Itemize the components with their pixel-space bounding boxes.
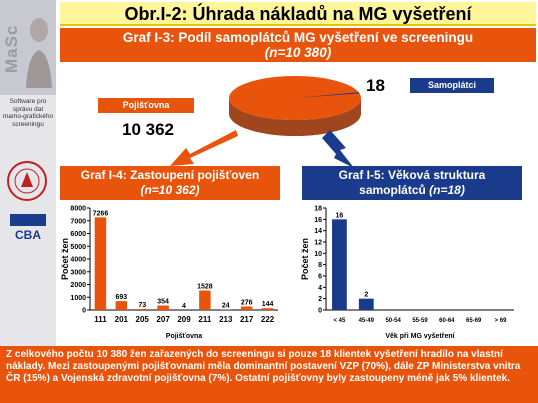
page-title: Obr.I-2: Úhrada nákladů na MG vyšetření — [60, 2, 536, 26]
data-label: 276 — [241, 299, 253, 306]
x-tick-label: 213 — [219, 315, 233, 324]
y-tick-label: 12 — [314, 240, 322, 247]
data-label: 16 — [336, 212, 344, 219]
data-label: 1528 — [197, 284, 213, 291]
y-tick-label: 1000 — [70, 295, 86, 302]
arrow-left-icon — [170, 130, 238, 166]
x-tick-label: 207 — [156, 315, 170, 324]
bar-title-line2: (n=10 362) — [140, 183, 200, 197]
y-tick-label: 0 — [82, 308, 86, 315]
logo: MaSc — [0, 0, 56, 95]
y-tick-label: 6 — [318, 274, 322, 281]
arrow-right-icon — [322, 130, 354, 168]
bar — [199, 290, 211, 310]
x-axis-label: Věk při MG vyšetření — [385, 333, 455, 340]
sidebar-caption: Software pro správu dat mamo-grafického … — [2, 98, 54, 128]
y-tick-label: 16 — [314, 217, 322, 224]
connector-arrows — [170, 130, 354, 168]
data-label: 73 — [138, 302, 146, 309]
x-axis-label: Pojišťovna — [166, 333, 203, 340]
bar — [261, 308, 274, 310]
pie-chart-title: Graf I-3: Podíl samoplátců MG vyšetření … — [60, 28, 536, 62]
pie-label-self: Samoplátci — [410, 78, 494, 93]
insurance-bar-chart-svg: 0 1000 2000 3000 4000 5000 6000 7000 8000 7266 111… — [60, 206, 278, 340]
bar — [115, 301, 128, 310]
data-label: 24 — [222, 303, 230, 310]
age-bar-chart: 0 2 4 6 8 10 12 14 16 18 16 < 45 2 45-49 50-54 55-59 60-… — [300, 200, 526, 340]
bar — [358, 298, 374, 310]
x-tick-label: 211 — [198, 315, 211, 324]
x-tick-label: 111 — [94, 315, 107, 324]
x-tick-label: 205 — [136, 315, 150, 324]
y-tick-label: 4 — [318, 285, 322, 292]
y-tick-label: 10 — [314, 251, 322, 258]
bar-title-line1: Graf I-4: Zastoupení pojišťoven — [80, 168, 260, 182]
bar-chart-title: Graf I-4: Zastoupení pojišťoven (n=10 36… — [60, 166, 280, 200]
age-chart-title: Graf I-5: Věková struktura samoplátců (n… — [302, 166, 522, 200]
y-axis-label: Počet žen — [300, 238, 310, 280]
pie-chart-svg — [229, 76, 361, 136]
insurance-bar-chart: 0 1000 2000 3000 4000 5000 6000 7000 8000 7266 111… — [60, 200, 282, 340]
pie-title-line1: Graf I-3: Podíl samoplátců MG vyšetření … — [122, 30, 474, 45]
x-tick-label: 45-49 — [359, 318, 375, 324]
bar — [157, 305, 169, 310]
logo-text: MaSc — [2, 24, 21, 74]
y-tick-label: 18 — [314, 206, 322, 213]
bar — [240, 306, 253, 310]
pie-chart: Pojišťovna Samoplátci 10 362 18 — [60, 62, 536, 162]
pie-slice-self — [295, 92, 360, 98]
x-tick-label: 60-64 — [439, 318, 455, 324]
bar — [94, 217, 107, 310]
x-tick-label: 201 — [115, 315, 129, 324]
y-tick-label: 14 — [314, 228, 322, 235]
age-bar-chart-svg: 0 2 4 6 8 10 12 14 16 18 16 < 45 2 45-49 50-54 55-59 60-… — [300, 206, 514, 340]
y-tick-label: 2000 — [70, 282, 86, 289]
x-tick-label: 209 — [177, 315, 191, 324]
portrait-icon — [26, 18, 52, 88]
pie-value-insurance: 10 362 — [122, 120, 174, 139]
cba-logo-text: CBA — [15, 228, 41, 242]
pie-title-line2: (n=10 380) — [264, 45, 332, 60]
y-tick-label: 2 — [318, 296, 322, 303]
x-tick-label: 50-54 — [385, 318, 401, 324]
bar — [332, 219, 347, 310]
y-tick-label: 4000 — [70, 257, 86, 264]
y-tick-label: 0 — [318, 308, 322, 315]
x-tick-label: 217 — [240, 315, 254, 324]
university-seal-icon — [7, 161, 47, 201]
x-tick-label: > 69 — [495, 318, 508, 324]
y-axis-label: Počet žen — [60, 238, 70, 280]
bar — [136, 309, 148, 310]
pie-side — [229, 98, 361, 136]
y-tick-label: 6000 — [70, 231, 86, 238]
pie-value-self: 18 — [366, 76, 385, 95]
footer-summary: Z celkového počtu 10 380 žen zařazených … — [0, 346, 538, 403]
sidebar: MaSc Software pro správu dat mamo-grafic… — [0, 0, 56, 403]
y-tick-label: 5000 — [70, 244, 86, 251]
y-tick-label: 8 — [318, 262, 322, 269]
y-tick-label: 3000 — [70, 269, 86, 276]
y-tick-label: 7000 — [70, 218, 86, 225]
x-tick-label: 222 — [261, 315, 275, 324]
age-title-line1: Graf I-5: Věková struktura — [338, 168, 486, 182]
pie-label-insurance: Pojišťovna — [98, 98, 194, 113]
x-tick-label: 55-59 — [412, 318, 428, 324]
data-label: 7266 — [93, 210, 109, 217]
x-tick-label: 65-69 — [466, 318, 482, 324]
cba-logo-icon: CBA — [10, 214, 46, 242]
x-tick-label: < 45 — [333, 318, 346, 324]
data-label: 144 — [262, 301, 274, 308]
data-label: 4 — [182, 303, 186, 310]
data-label: 693 — [115, 294, 127, 301]
data-label: 354 — [157, 298, 169, 305]
age-title-line2: samoplátců (n=18) — [359, 183, 465, 197]
y-tick-label: 8000 — [70, 206, 86, 213]
data-label: 2 — [364, 292, 368, 299]
